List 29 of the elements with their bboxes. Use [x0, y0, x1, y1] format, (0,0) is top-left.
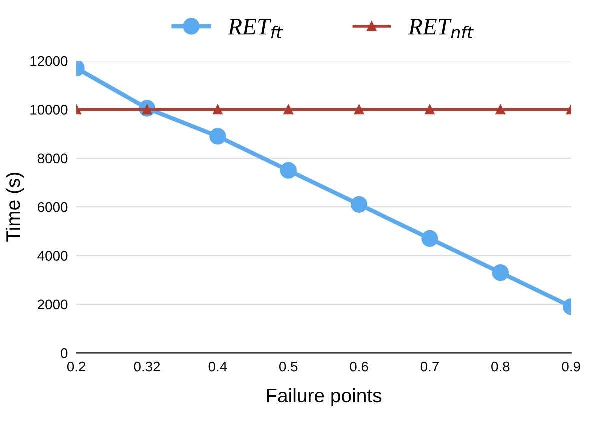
y-tick-label: 12000 — [30, 56, 68, 66]
y-tick-label: 10000 — [30, 105, 68, 115]
legend-label: RET$_{ft}$ — [228, 19, 284, 39]
point — [213, 104, 223, 115]
point — [354, 104, 364, 115]
x-tick-label: 0.2 — [67, 362, 86, 372]
x-axis-title: Failure points — [267, 388, 382, 406]
x-tick-label: 0.4 — [208, 362, 228, 372]
point — [422, 230, 438, 248]
y-tick-label: 4000 — [38, 251, 68, 261]
y-tick-label: 6000 — [38, 202, 68, 212]
x-tick-label: 0.7 — [420, 362, 439, 372]
legend-label: RET$_{nft}$ — [408, 19, 474, 39]
x-tick-label: 0.5 — [280, 362, 298, 372]
point — [496, 104, 506, 115]
point — [280, 162, 297, 179]
point — [425, 104, 435, 115]
x-tick-label: 0.8 — [492, 362, 510, 372]
y-tick-label: 8000 — [38, 154, 68, 164]
x-tick-label: 0.32 — [134, 362, 160, 372]
x-tick-label: 0.9 — [562, 362, 580, 372]
y-tick-label: 0 — [61, 348, 68, 358]
y-axis-title: Time (s) — [6, 173, 24, 242]
point — [492, 264, 509, 282]
x-tick-label: 0.6 — [350, 362, 368, 372]
point — [350, 196, 368, 213]
point — [210, 128, 226, 145]
y-tick-label: 2000 — [38, 300, 68, 310]
point — [284, 104, 294, 115]
